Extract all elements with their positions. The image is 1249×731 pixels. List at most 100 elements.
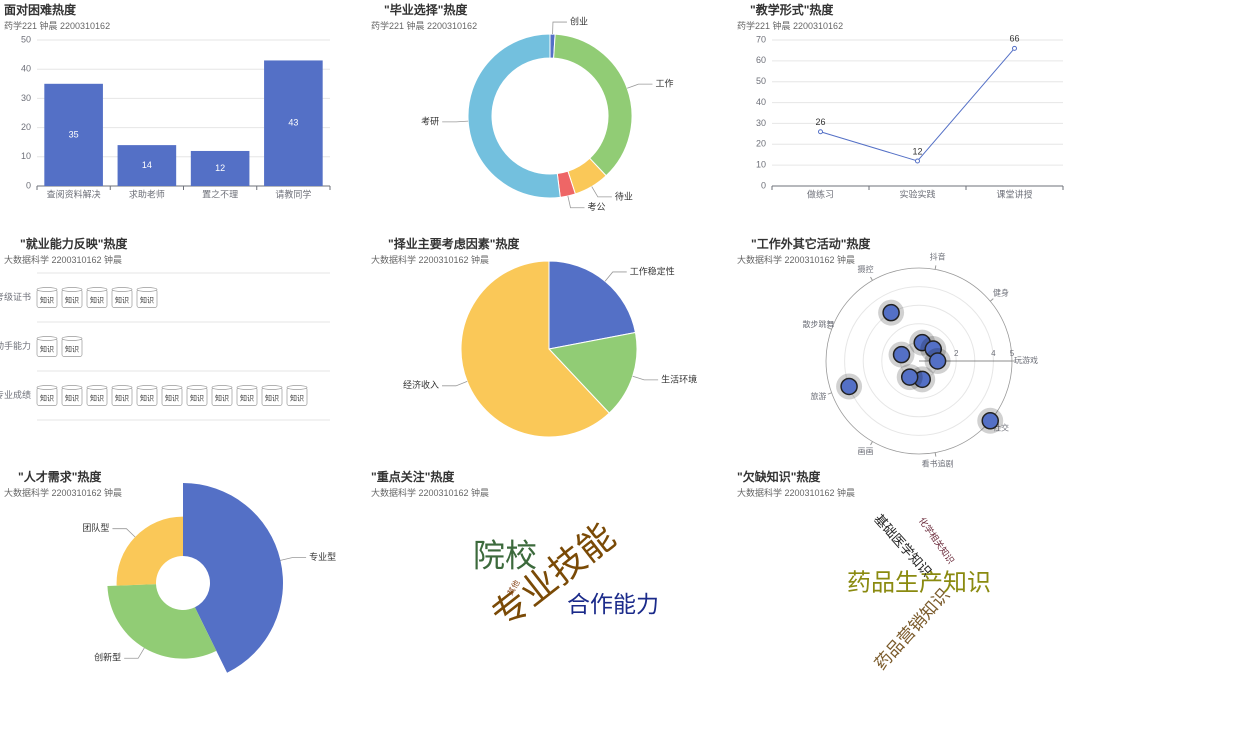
y-tick-label: 30 (21, 93, 31, 103)
y-tick-label: 0 (761, 180, 766, 190)
symbol-label: 知识 (65, 393, 79, 402)
angle-tick (934, 265, 937, 270)
data-label: 66 (1009, 34, 1019, 44)
symbol-top (111, 287, 133, 292)
symbol-top (236, 385, 258, 390)
angle-label: 健身 (993, 288, 1009, 298)
slice-label: 工作稳定性 (630, 265, 675, 276)
pictorial-symbol: 知识 (136, 287, 158, 308)
pictorial-symbol: 知识 (61, 336, 83, 357)
symbol-label: 知识 (265, 393, 279, 402)
symbol-label: 知识 (140, 393, 154, 402)
bar (190, 150, 250, 186)
scatter-point (840, 377, 858, 396)
pie-slice (548, 260, 637, 350)
pictorial-symbol: 知识 (236, 385, 258, 406)
chart-title: "重点关注"热度 (371, 470, 455, 484)
rose-slice (116, 516, 183, 586)
slice-label: 考研 (421, 116, 439, 126)
rose-slice (107, 584, 217, 659)
symbol-label: 知识 (90, 295, 104, 304)
y-tick-label: 专业成绩 (0, 389, 31, 400)
scatter-point (900, 368, 919, 386)
pictorial-symbol: 知识 (36, 336, 58, 357)
y-tick-label: 考级证书 (0, 291, 31, 302)
symbol-label: 知识 (65, 295, 79, 304)
y-tick-label: 10 (756, 160, 766, 170)
chart-subtitle: 大数据科学 2200310162 钟晨 (737, 488, 856, 498)
scatter-point (928, 352, 947, 370)
chart-subtitle: 药学221 钟晨 2200310162 (737, 21, 844, 31)
y-tick-label: 60 (756, 55, 766, 65)
scatter-point (892, 345, 911, 364)
x-tick-label: 实验实践 (899, 188, 935, 199)
slice-label: 创业 (570, 15, 588, 26)
symbol-top (36, 336, 58, 341)
symbol-top (161, 385, 183, 390)
y-tick-label: 40 (756, 97, 766, 107)
data-point (915, 158, 920, 164)
slice-label: 团队型 (82, 522, 109, 533)
y-tick-label: 50 (756, 76, 766, 86)
label-line (632, 375, 659, 381)
slice-label: 专业型 (309, 551, 336, 562)
label-line (591, 186, 612, 198)
pictorial-symbol: 知识 (111, 287, 133, 308)
symbol-top (61, 385, 83, 390)
symbol-top (36, 287, 58, 292)
symbol-label: 知识 (40, 344, 54, 353)
chart-title: "工作外其它活动"热度 (751, 237, 871, 251)
angle-label: 摄控 (858, 264, 874, 274)
chart-subtitle: 大数据科学 2200310162 钟晨 (371, 488, 490, 498)
angle-label: 社交 (993, 423, 1009, 433)
pictorial-symbol: 知识 (161, 385, 183, 406)
chart-subtitle: 药学221 钟晨 2200310162 (4, 21, 111, 31)
symbol-label: 知识 (240, 393, 254, 402)
word: 专业技能 (484, 515, 623, 636)
chart-subtitle: 药学221 钟晨 2200310162 (371, 21, 478, 31)
x-tick-label: 请教同学 (275, 188, 311, 199)
label-line (627, 83, 653, 89)
y-tick-label: 70 (756, 34, 766, 44)
symbol-label: 知识 (140, 295, 154, 304)
pictorial-symbol: 知识 (211, 385, 233, 406)
symbol-label: 知识 (115, 295, 129, 304)
symbol-label: 知识 (190, 393, 204, 402)
data-label: 43 (288, 118, 298, 128)
donut-slice (467, 33, 561, 199)
x-tick-label: 课堂讲授 (996, 188, 1032, 199)
label-line (567, 195, 585, 209)
data-label: 12 (912, 146, 922, 156)
angle-label: 玩游戏 (1014, 355, 1038, 365)
angle-tick (989, 298, 994, 302)
pictorial-symbol: 知识 (36, 385, 58, 406)
angle-label: 抖音 (930, 252, 946, 262)
label-line (112, 528, 136, 538)
y-tick-label: 20 (21, 122, 31, 132)
x-tick-label: 置之不理 (202, 188, 238, 199)
pictorial-symbol: 知识 (36, 287, 58, 308)
chart-title: "就业能力反映"热度 (20, 237, 128, 251)
chart-title: "择业主要考虑因素"热度 (388, 237, 520, 251)
slice-label: 考公 (588, 202, 606, 212)
y-tick-label: 0 (26, 180, 31, 190)
slice-label: 工作 (655, 78, 673, 89)
angle-tick (827, 392, 832, 395)
angle-tick (934, 452, 937, 457)
angle-tick (827, 327, 832, 330)
label-line (604, 271, 627, 282)
bar (264, 60, 323, 186)
chart-subtitle: 大数据科学 2200310162 钟晨 (737, 255, 856, 265)
data-label: 35 (69, 129, 79, 139)
x-tick-label: 做练习 (807, 188, 834, 199)
symbol-label: 知识 (165, 393, 179, 402)
angle-label: 旅游 (810, 391, 826, 401)
symbol-label: 知识 (215, 393, 229, 402)
x-tick-label: 查阅资料解决 (47, 188, 101, 199)
pictorial-symbol: 知识 (61, 287, 83, 308)
data-point (818, 129, 823, 135)
slice-label: 创新型 (94, 652, 121, 663)
symbol-label: 知识 (90, 393, 104, 402)
symbol-top (136, 385, 158, 390)
